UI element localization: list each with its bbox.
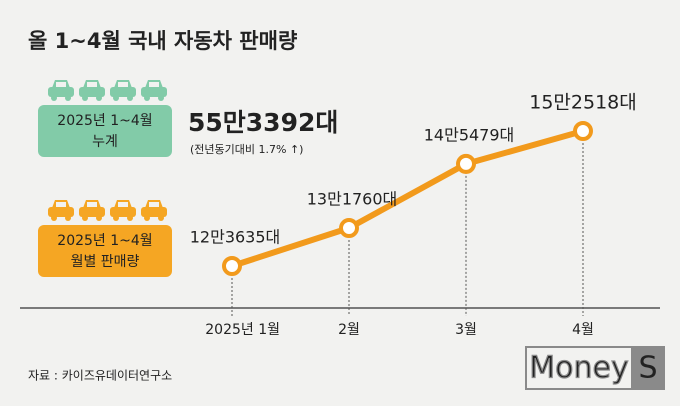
source: 자료 : 카이즈유데이터연구소 [28, 369, 172, 383]
car-icon [149, 202, 159, 207]
total-box-line: 누계 [92, 134, 118, 150]
car-icon [87, 82, 97, 87]
car-icon [79, 207, 105, 217]
data-label: 15만2518대 [529, 92, 637, 114]
car-icon [113, 95, 119, 101]
car-icon [96, 215, 102, 221]
car-icon [65, 215, 71, 221]
car-icon [113, 215, 119, 221]
total-note: (전년동기대비 1.7% ↑) [190, 143, 303, 156]
car-icon [82, 215, 88, 221]
car-icon [141, 207, 167, 217]
car-icon [96, 95, 102, 101]
car-icon [56, 82, 66, 87]
car-icon [82, 95, 88, 101]
car-icon [51, 215, 57, 221]
car-icon [48, 87, 74, 97]
logo-inner [527, 348, 631, 388]
data-point [222, 256, 242, 276]
data-point [339, 218, 359, 239]
x-tick-label: 2025년 1월 [205, 322, 280, 338]
monthly-box [38, 225, 172, 277]
total-value: 55만3392대 [188, 108, 338, 137]
data-label: 14만5479대 [424, 125, 515, 144]
logo-text: Money [529, 351, 628, 386]
total-box-line: 2025년 1~4월 [57, 113, 152, 129]
car-icon [118, 202, 128, 207]
total-box [38, 105, 172, 157]
car-icon [118, 82, 128, 87]
car-icon [110, 87, 136, 97]
car-icon [110, 207, 136, 217]
car-icon [56, 202, 66, 207]
car-icon [48, 207, 74, 217]
car-icon [158, 215, 164, 221]
car-icon [127, 215, 133, 221]
sales-line [231, 128, 584, 269]
car-icon [127, 95, 133, 101]
x-tick-label: 4월 [572, 322, 594, 338]
monthly-box-line: 2025년 1~4월 [57, 233, 152, 249]
x-tick-label: 2월 [338, 322, 360, 338]
monthly-box-line: 월별 판매량 [71, 254, 140, 270]
logo-text: S [638, 351, 657, 386]
data-point [456, 153, 476, 174]
car-icon [79, 87, 105, 97]
title: 올 1~4월 국내 자동차 판매량 [28, 29, 297, 53]
data-label: 13만1760대 [307, 190, 398, 209]
car-icon [51, 95, 57, 101]
car-icon [144, 95, 150, 101]
car-icon [65, 95, 71, 101]
car-icon [149, 82, 159, 87]
car-icon [144, 215, 150, 221]
data-label: 12만3635대 [190, 228, 281, 247]
data-point [573, 121, 593, 141]
car-icon [87, 202, 97, 207]
car-icon [158, 95, 164, 101]
x-tick-label: 3월 [455, 322, 477, 338]
car-icon [141, 87, 167, 97]
